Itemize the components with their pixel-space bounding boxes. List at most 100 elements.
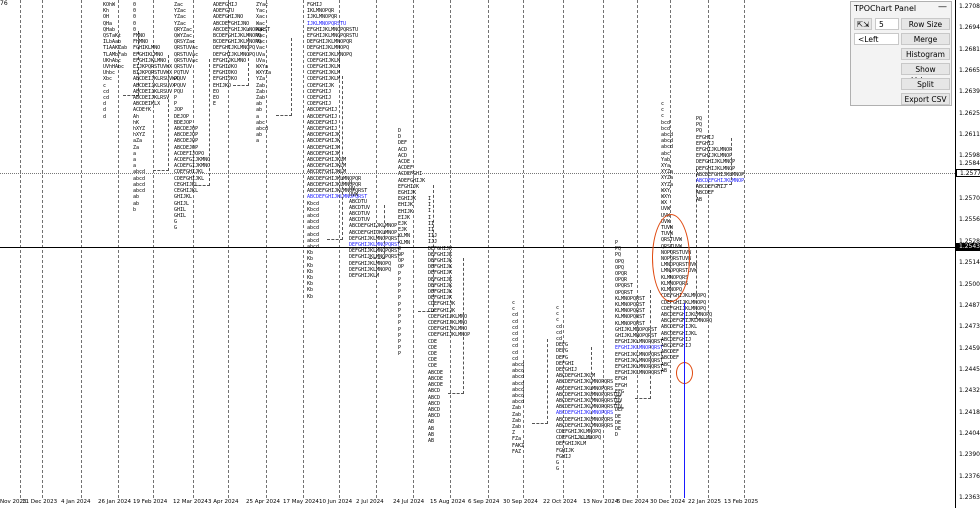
tpo-row: QRYZac: [174, 26, 193, 33]
date-gridline: [228, 0, 229, 498]
tpo-row: ABCDEFGHIJKLM: [307, 169, 347, 176]
row-size-value[interactable]: 5: [875, 18, 899, 30]
tpo-row: DEFGHIJK: [428, 270, 453, 277]
date-tick-label: 22 Oct 2024: [543, 499, 578, 505]
date-gridline: [488, 0, 489, 498]
tpo-row: ABCDTU: [349, 198, 368, 205]
merge-button[interactable]: Merge: [901, 33, 950, 45]
histogram-button[interactable]: Histogram: [901, 48, 950, 60]
export-csv-button[interactable]: Export CSV: [901, 93, 950, 105]
row-size-button[interactable]: Row Size: [901, 18, 950, 30]
tpo-row: FHMNO: [133, 39, 149, 46]
tpo-row: abcd: [512, 374, 525, 381]
top-left-label: 76: [0, 0, 8, 7]
date-tick-label: 26 Jan 2024: [98, 499, 131, 505]
date-gridline: [450, 0, 451, 498]
tpo-row: I: [428, 214, 432, 221]
tpo-row: Zab: [256, 95, 266, 102]
tpo-row: P: [174, 95, 178, 102]
tpo-profile: PQ PQ PQ EFGHIJ EFGHIJ EFGHIJKLMNOP EFGHIJKLMN…: [696, 116, 744, 203]
tpo-row: CDEFGHIJKLM: [307, 70, 341, 77]
tpo-row: CDEFGHIJKLMNO: [428, 326, 468, 333]
tpo-row: ABCDEFGHIJKLMNOPQRS: [556, 379, 614, 386]
tpo-row: CDEFGHIJ: [307, 88, 332, 95]
date-gridline: [153, 0, 154, 498]
date-tick-label: 13 Feb 2025: [724, 499, 759, 505]
tpo-row: OP: [398, 252, 405, 259]
tpo-row: EFGHIJKLMNOPQRST: [615, 370, 664, 377]
tpo-row: KLMN: [398, 239, 411, 246]
tpo-row: abc: [661, 150, 671, 157]
tpo-row: aZa: [133, 138, 143, 145]
tpo-row: QRSYZac: [174, 39, 196, 46]
tpo-row: c: [556, 311, 560, 318]
tpo-row: d: [103, 101, 107, 108]
tpo-row: WXYa: [256, 64, 269, 71]
tpo-row: EFG: [615, 388, 625, 395]
left-select[interactable]: <Left: [854, 33, 899, 45]
minimize-button[interactable]: —: [938, 2, 947, 12]
tpo-row: EFGHIJ: [696, 140, 715, 147]
show-volume-button[interactable]: Show Volume: [901, 63, 950, 85]
split-button[interactable]: Split: [901, 78, 950, 90]
price-tick-label: 1.23634: [959, 494, 980, 501]
tpo-row: ABCDEFGHIJKLMNOPQRST: [307, 194, 368, 201]
tpo-row: Kb: [307, 281, 314, 288]
tpo-row: Kb: [307, 250, 314, 257]
tpo-row: DEFGHIJKLMNOP: [696, 165, 736, 172]
tpo-row: CDE: [428, 357, 438, 364]
tpo-row: P: [615, 240, 619, 246]
tpo-row: Zab: [512, 411, 522, 418]
tpo-row: hXYZ: [133, 132, 146, 139]
tpo-row: PQUV: [174, 82, 187, 89]
price-tick-label: 1.26259: [959, 110, 980, 117]
tpo-row: ABCDEFGHIJ: [307, 119, 338, 126]
tpo-row: DEFGHIJKLMNOP: [696, 159, 736, 166]
tpo-row: DEFGHIJKLMNOPQ: [349, 260, 392, 267]
value-area-box: [276, 37, 292, 117]
tpo-row: ACDEfK: [133, 107, 152, 114]
tpo-row: Zab: [256, 88, 266, 95]
tpo-row: ABCDEFGHIJKLMNOP: [349, 223, 398, 230]
tpo-row: ADEFGHIJ: [213, 2, 238, 8]
tpo-row: EFGHIJKLMNOPQRST: [615, 357, 664, 364]
value-area-box: [576, 346, 592, 439]
nav-arrows-button[interactable]: ⇱⇲: [854, 18, 872, 30]
tpo-row: abcd: [512, 368, 525, 375]
tpo-row: ABCDEFGHIJKLNOPQRST: [213, 26, 271, 33]
tpo-row: CDEFGHIJ: [307, 101, 332, 108]
value-area-box: [716, 137, 732, 186]
tpo-row: cd: [556, 323, 563, 330]
tpo-row: EGHIJK: [398, 190, 417, 197]
date-tick-label: 19 Feb 2024: [133, 499, 168, 505]
tpochart-panel[interactable]: TPOChart Panel — ⇱⇲ 5 Row Size <Left Mer…: [850, 1, 952, 106]
tpo-row: ABCDEFGHIJKLMNOPQRS: [556, 416, 614, 423]
tpo-row: EJK: [398, 227, 408, 234]
tpo-row: Kbcd: [307, 206, 320, 213]
tpo-row: d: [103, 113, 107, 120]
tpo-row: QSTaKt: [103, 33, 122, 40]
price-tick-label: 1.26654: [959, 67, 980, 74]
price-tick-label: 1.25704: [959, 195, 980, 202]
tpo-row: ACDE: [398, 159, 411, 166]
tpo-row: BDEJOP: [174, 119, 193, 126]
tpo-row: KLMNOPQRST: [615, 320, 646, 327]
current-price-marker: 1.25776: [956, 169, 980, 177]
tpo-row: Vac: [256, 45, 266, 52]
tpo-chart-area[interactable]: KOhW Kh OH QHa QHab QSTaKt ILbAab T1AAKZab TLAMb…: [0, 0, 955, 508]
tpo-row: ab: [133, 200, 140, 207]
tpo-row: PQ: [696, 116, 703, 122]
tpo-row: abcd: [133, 188, 146, 195]
date-gridline: [303, 0, 304, 498]
tpo-row: ABCDEFGHIJKL: [661, 324, 698, 331]
tpo-profile: 0 0 0 0 0 FMNO FHMNO FGHIKLMNO EFGHIKLMNO EFGHIJK…: [133, 2, 178, 213]
tpo-row: CDEFGHIJKLMNOPQ: [661, 299, 707, 306]
tpo-row: FAKZ: [512, 442, 525, 449]
tpo-row: DEFGHIJK: [428, 258, 453, 265]
tpo-row: ABCDEFGHIJK: [307, 132, 341, 139]
tpo-row: G: [174, 219, 178, 226]
tpo-row: EO: [213, 95, 220, 102]
tpo-row: DEFGHI: [556, 360, 575, 367]
tpo-row: CDEFGHIJK: [307, 82, 335, 89]
